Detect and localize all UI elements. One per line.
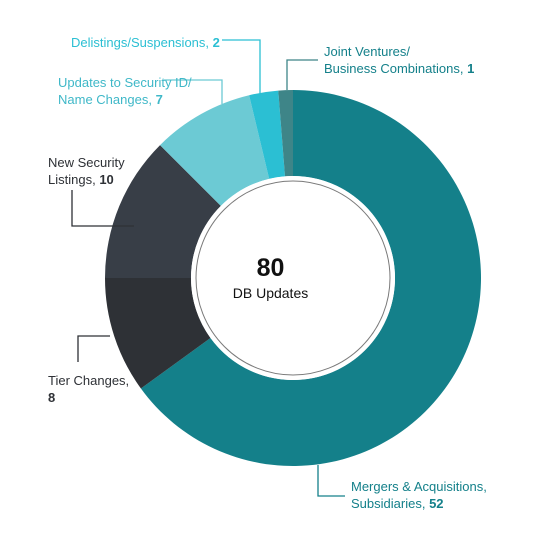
label-new-listings: New Security Listings, 10 <box>48 154 125 188</box>
inner-ring <box>195 180 391 376</box>
label-joint-ventures-value: 1 <box>467 61 475 76</box>
label-security-id-line2: Name Changes, <box>58 92 152 107</box>
slice-joint-ventures-business-combinations <box>278 90 293 177</box>
label-security-id-line1: Updates to Security ID/ <box>58 75 192 90</box>
label-mergers-value: 52 <box>429 496 444 511</box>
label-tier-changes: Tier Changes, 8 <box>48 372 129 406</box>
slice-mergers-acquisitions-subsidiaries <box>140 90 482 467</box>
label-new-listings-line1: New Security <box>48 155 125 170</box>
leader-security-id <box>164 79 223 104</box>
label-joint-ventures: Joint Ventures/ Business Combinations, 1 <box>324 43 474 77</box>
label-delistings-value: 2 <box>212 35 220 50</box>
label-joint-ventures-line1: Joint Ventures/ <box>324 44 410 59</box>
total-value: 80 <box>256 254 285 282</box>
label-mergers-line2: Subsidiaries, <box>351 496 426 511</box>
leader-joint-ventures <box>286 59 318 90</box>
label-joint-ventures-line2: Business Combinations, <box>324 61 464 76</box>
label-delistings: Delistings/Suspensions, 2 <box>71 34 220 51</box>
leader-new-listings <box>71 190 134 227</box>
label-security-id-updates: Updates to Security ID/ Name Changes, 7 <box>58 74 192 108</box>
slice-updates-to-security-id-name-changes <box>160 95 270 206</box>
label-tier-changes-line1: Tier Changes, <box>48 373 130 388</box>
label-mergers: Mergers & Acquisitions, Subsidiaries, 52 <box>351 478 487 512</box>
label-delistings-text: Delistings/Suspensions, <box>71 35 210 50</box>
donut-hole <box>191 176 395 380</box>
label-new-listings-line2: Listings, <box>48 172 96 187</box>
leader-mergers <box>317 465 345 497</box>
slice-delistings-suspensions <box>249 90 285 179</box>
leader-delistings <box>222 39 261 95</box>
slice-tier-changes <box>105 278 211 389</box>
label-tier-changes-value: 8 <box>48 390 56 405</box>
total-caption: DB Updates <box>232 285 309 301</box>
leader-tier-changes <box>77 335 110 362</box>
label-mergers-line1: Mergers & Acquisitions, <box>351 479 487 494</box>
slice-new-security-listings <box>105 145 221 278</box>
label-new-listings-value: 10 <box>99 172 114 187</box>
label-security-id-value: 7 <box>155 92 163 107</box>
